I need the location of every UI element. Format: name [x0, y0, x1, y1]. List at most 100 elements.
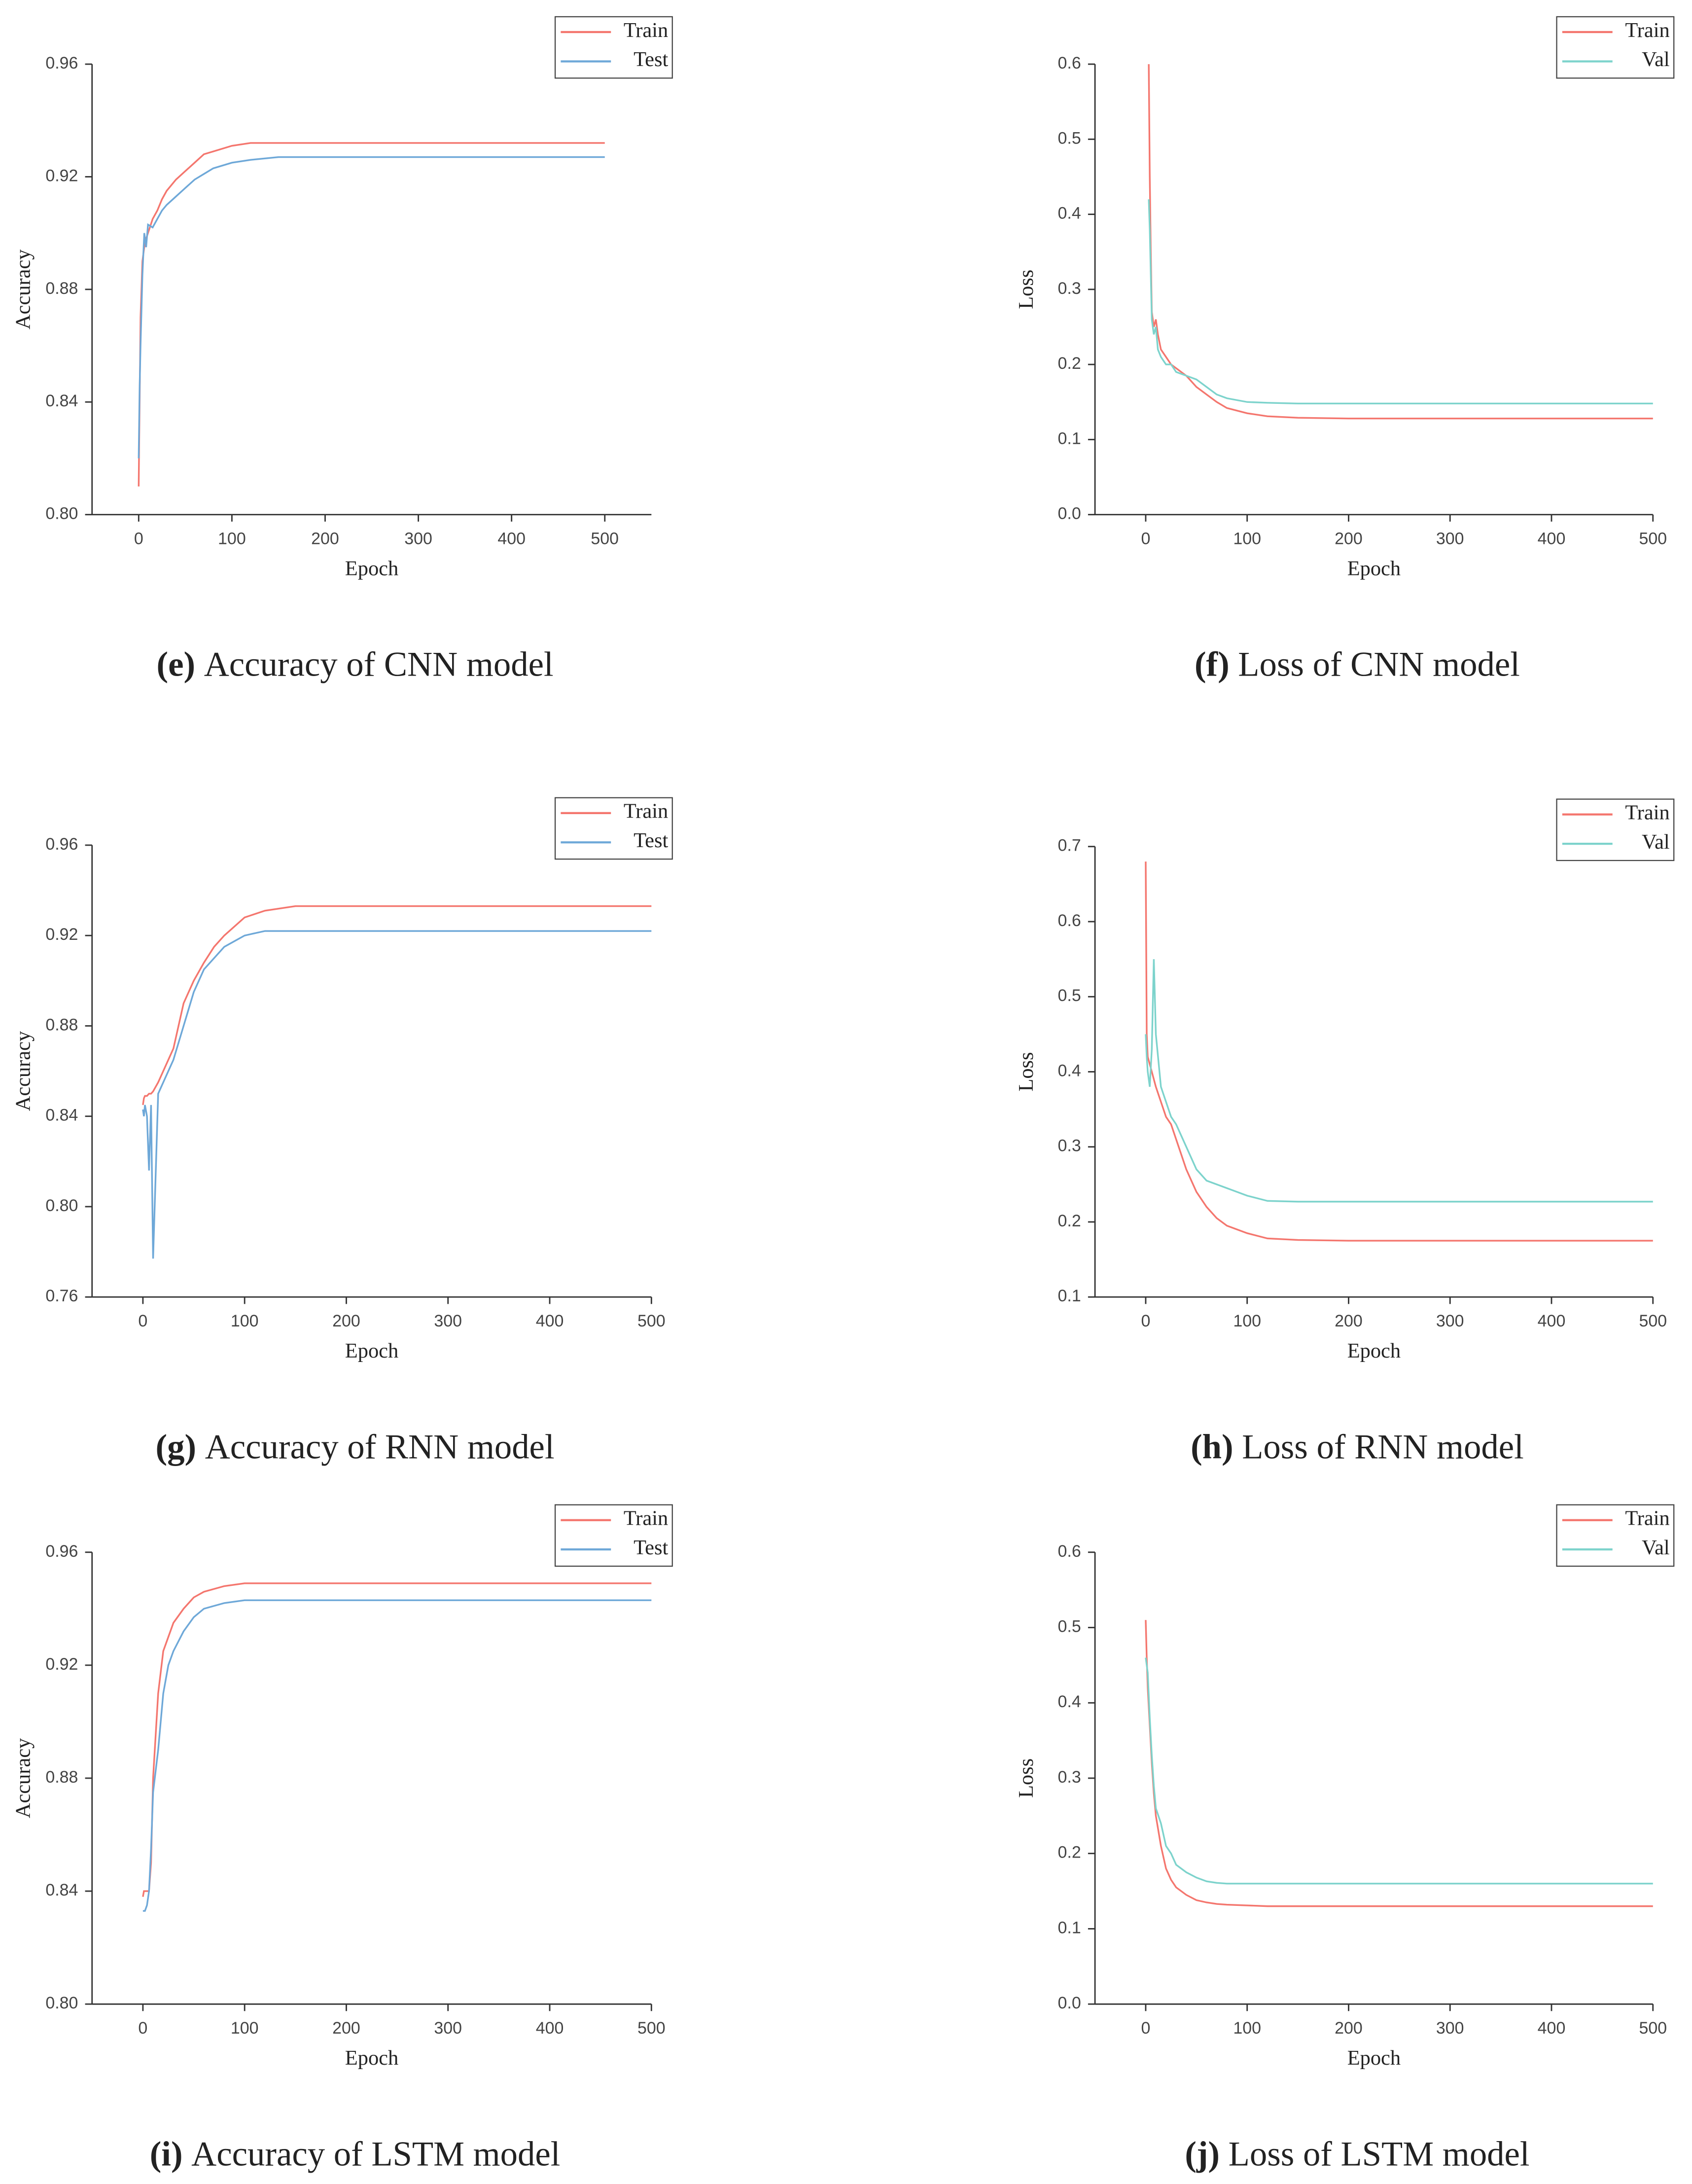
x-tick-label: 300: [434, 2019, 462, 2038]
series-line: [1145, 959, 1653, 1203]
x-tick-label: 400: [497, 529, 526, 548]
legend-box: [554, 1504, 673, 1567]
x-tick-label: 0: [138, 1312, 147, 1330]
y-tick-label: 0.2: [1058, 1843, 1081, 1862]
y-tick-label: 0.80: [45, 504, 78, 523]
series-line: [1145, 1620, 1653, 1907]
x-tick-label: 200: [1335, 2019, 1363, 2038]
y-tick-label: 0.7: [1058, 836, 1081, 855]
x-axis-label: Epoch: [1347, 1339, 1401, 1362]
y-tick-label: 0.3: [1058, 279, 1081, 298]
caption-text: Accuracy of LSTM model: [191, 2135, 560, 2174]
y-tick-label: 0.2: [1058, 1212, 1081, 1230]
legend-label: Train: [624, 19, 668, 42]
x-axis-label: Epoch: [345, 557, 398, 580]
x-axis-label: Epoch: [1347, 557, 1401, 580]
x-tick-label: 500: [1639, 2019, 1667, 2038]
y-axis-label: Loss: [1015, 1758, 1038, 1798]
y-tick-label: 0.84: [45, 1881, 78, 1899]
x-tick-label: 100: [231, 2019, 259, 2038]
legend-label: Train: [624, 800, 668, 823]
x-tick-label: 300: [1436, 529, 1464, 548]
legend-box: [1556, 16, 1675, 79]
legend-label: Test: [634, 48, 668, 71]
x-tick-label: 0: [138, 2019, 147, 2038]
x-axis-label: Epoch: [1347, 2046, 1401, 2070]
y-tick-label: 0.0: [1058, 1994, 1081, 2012]
x-tick-label: 400: [1538, 2019, 1566, 2038]
y-tick-label: 0.0: [1058, 504, 1081, 523]
x-tick-label: 500: [1639, 1312, 1667, 1330]
caption-label: (j): [1185, 2135, 1220, 2174]
y-tick-label: 0.6: [1058, 54, 1081, 72]
y-tick-label: 0.76: [45, 1287, 78, 1305]
caption-label: (f): [1195, 645, 1230, 684]
caption-text: Accuracy of CNN model: [204, 645, 554, 684]
x-tick-label: 100: [1233, 2019, 1261, 2038]
legend-label: Test: [634, 1536, 668, 1559]
x-tick-label: 200: [332, 2019, 360, 2038]
y-tick-label: 0.4: [1058, 1692, 1081, 1711]
legend-label: Train: [1625, 19, 1669, 42]
x-tick-label: 300: [404, 529, 432, 548]
x-tick-label: 100: [231, 1312, 259, 1330]
x-tick-label: 300: [434, 1312, 462, 1330]
series-line: [142, 1582, 652, 1897]
y-tick-label: 0.5: [1058, 986, 1081, 1005]
series-line: [142, 1599, 652, 1912]
x-tick-label: 500: [637, 2019, 666, 2038]
caption-text: Loss of RNN model: [1242, 1428, 1524, 1467]
series-line: [142, 930, 652, 1259]
legend-label: Test: [634, 829, 668, 852]
y-tick-label: 0.5: [1058, 129, 1081, 147]
y-tick-label: 0.4: [1058, 204, 1081, 223]
legend-box: [1556, 798, 1675, 861]
y-tick-label: 0.96: [45, 1542, 78, 1561]
legend-box: [554, 797, 673, 860]
x-tick-label: 400: [536, 2019, 564, 2038]
x-tick-label: 200: [311, 529, 339, 548]
legend-label: Val: [1642, 48, 1670, 71]
legend-label: Val: [1642, 830, 1670, 854]
series-line: [138, 156, 605, 459]
legend-box: [1556, 1504, 1675, 1567]
y-tick-label: 0.84: [45, 1106, 78, 1125]
x-tick-label: 0: [134, 529, 143, 548]
y-tick-label: 0.88: [45, 1015, 78, 1034]
series-line: [142, 905, 652, 1106]
caption-label: (e): [157, 645, 195, 684]
caption-text: Loss of CNN model: [1238, 645, 1520, 684]
x-tick-label: 100: [218, 529, 246, 548]
x-tick-label: 300: [1436, 2019, 1464, 2038]
legend-label: Train: [1625, 801, 1669, 824]
series-line: [1148, 64, 1653, 420]
x-tick-label: 100: [1233, 529, 1261, 548]
y-tick-label: 0.2: [1058, 354, 1081, 373]
x-tick-label: 0: [1141, 1312, 1150, 1330]
y-tick-label: 0.88: [45, 279, 78, 298]
x-tick-label: 400: [1538, 1312, 1566, 1330]
y-axis-label: Loss: [1015, 1052, 1038, 1091]
caption: (i) Accuracy of LSTM model: [150, 2135, 561, 2174]
caption-text: Loss of LSTM model: [1229, 2135, 1530, 2174]
caption: (g) Accuracy of RNN model: [156, 1428, 555, 1467]
x-tick-label: 0: [1141, 2019, 1150, 2038]
caption: (e) Accuracy of CNN model: [157, 645, 554, 684]
caption-label: (g): [156, 1428, 196, 1467]
y-tick-label: 0.80: [45, 1994, 78, 2012]
x-tick-label: 200: [1335, 1312, 1363, 1330]
legend-label: Val: [1642, 1536, 1670, 1559]
y-tick-label: 0.1: [1058, 1287, 1081, 1305]
series-line: [1145, 1657, 1653, 1885]
legend-label: Train: [1625, 1507, 1669, 1530]
x-tick-label: 400: [536, 1312, 564, 1330]
y-tick-label: 0.1: [1058, 429, 1081, 448]
x-tick-label: 0: [1141, 529, 1150, 548]
caption: (j) Loss of LSTM model: [1185, 2135, 1529, 2174]
y-axis-label: Loss: [1015, 270, 1038, 309]
x-tick-label: 500: [591, 529, 619, 548]
y-tick-label: 0.3: [1058, 1137, 1081, 1155]
legend-label: Train: [624, 1507, 668, 1530]
